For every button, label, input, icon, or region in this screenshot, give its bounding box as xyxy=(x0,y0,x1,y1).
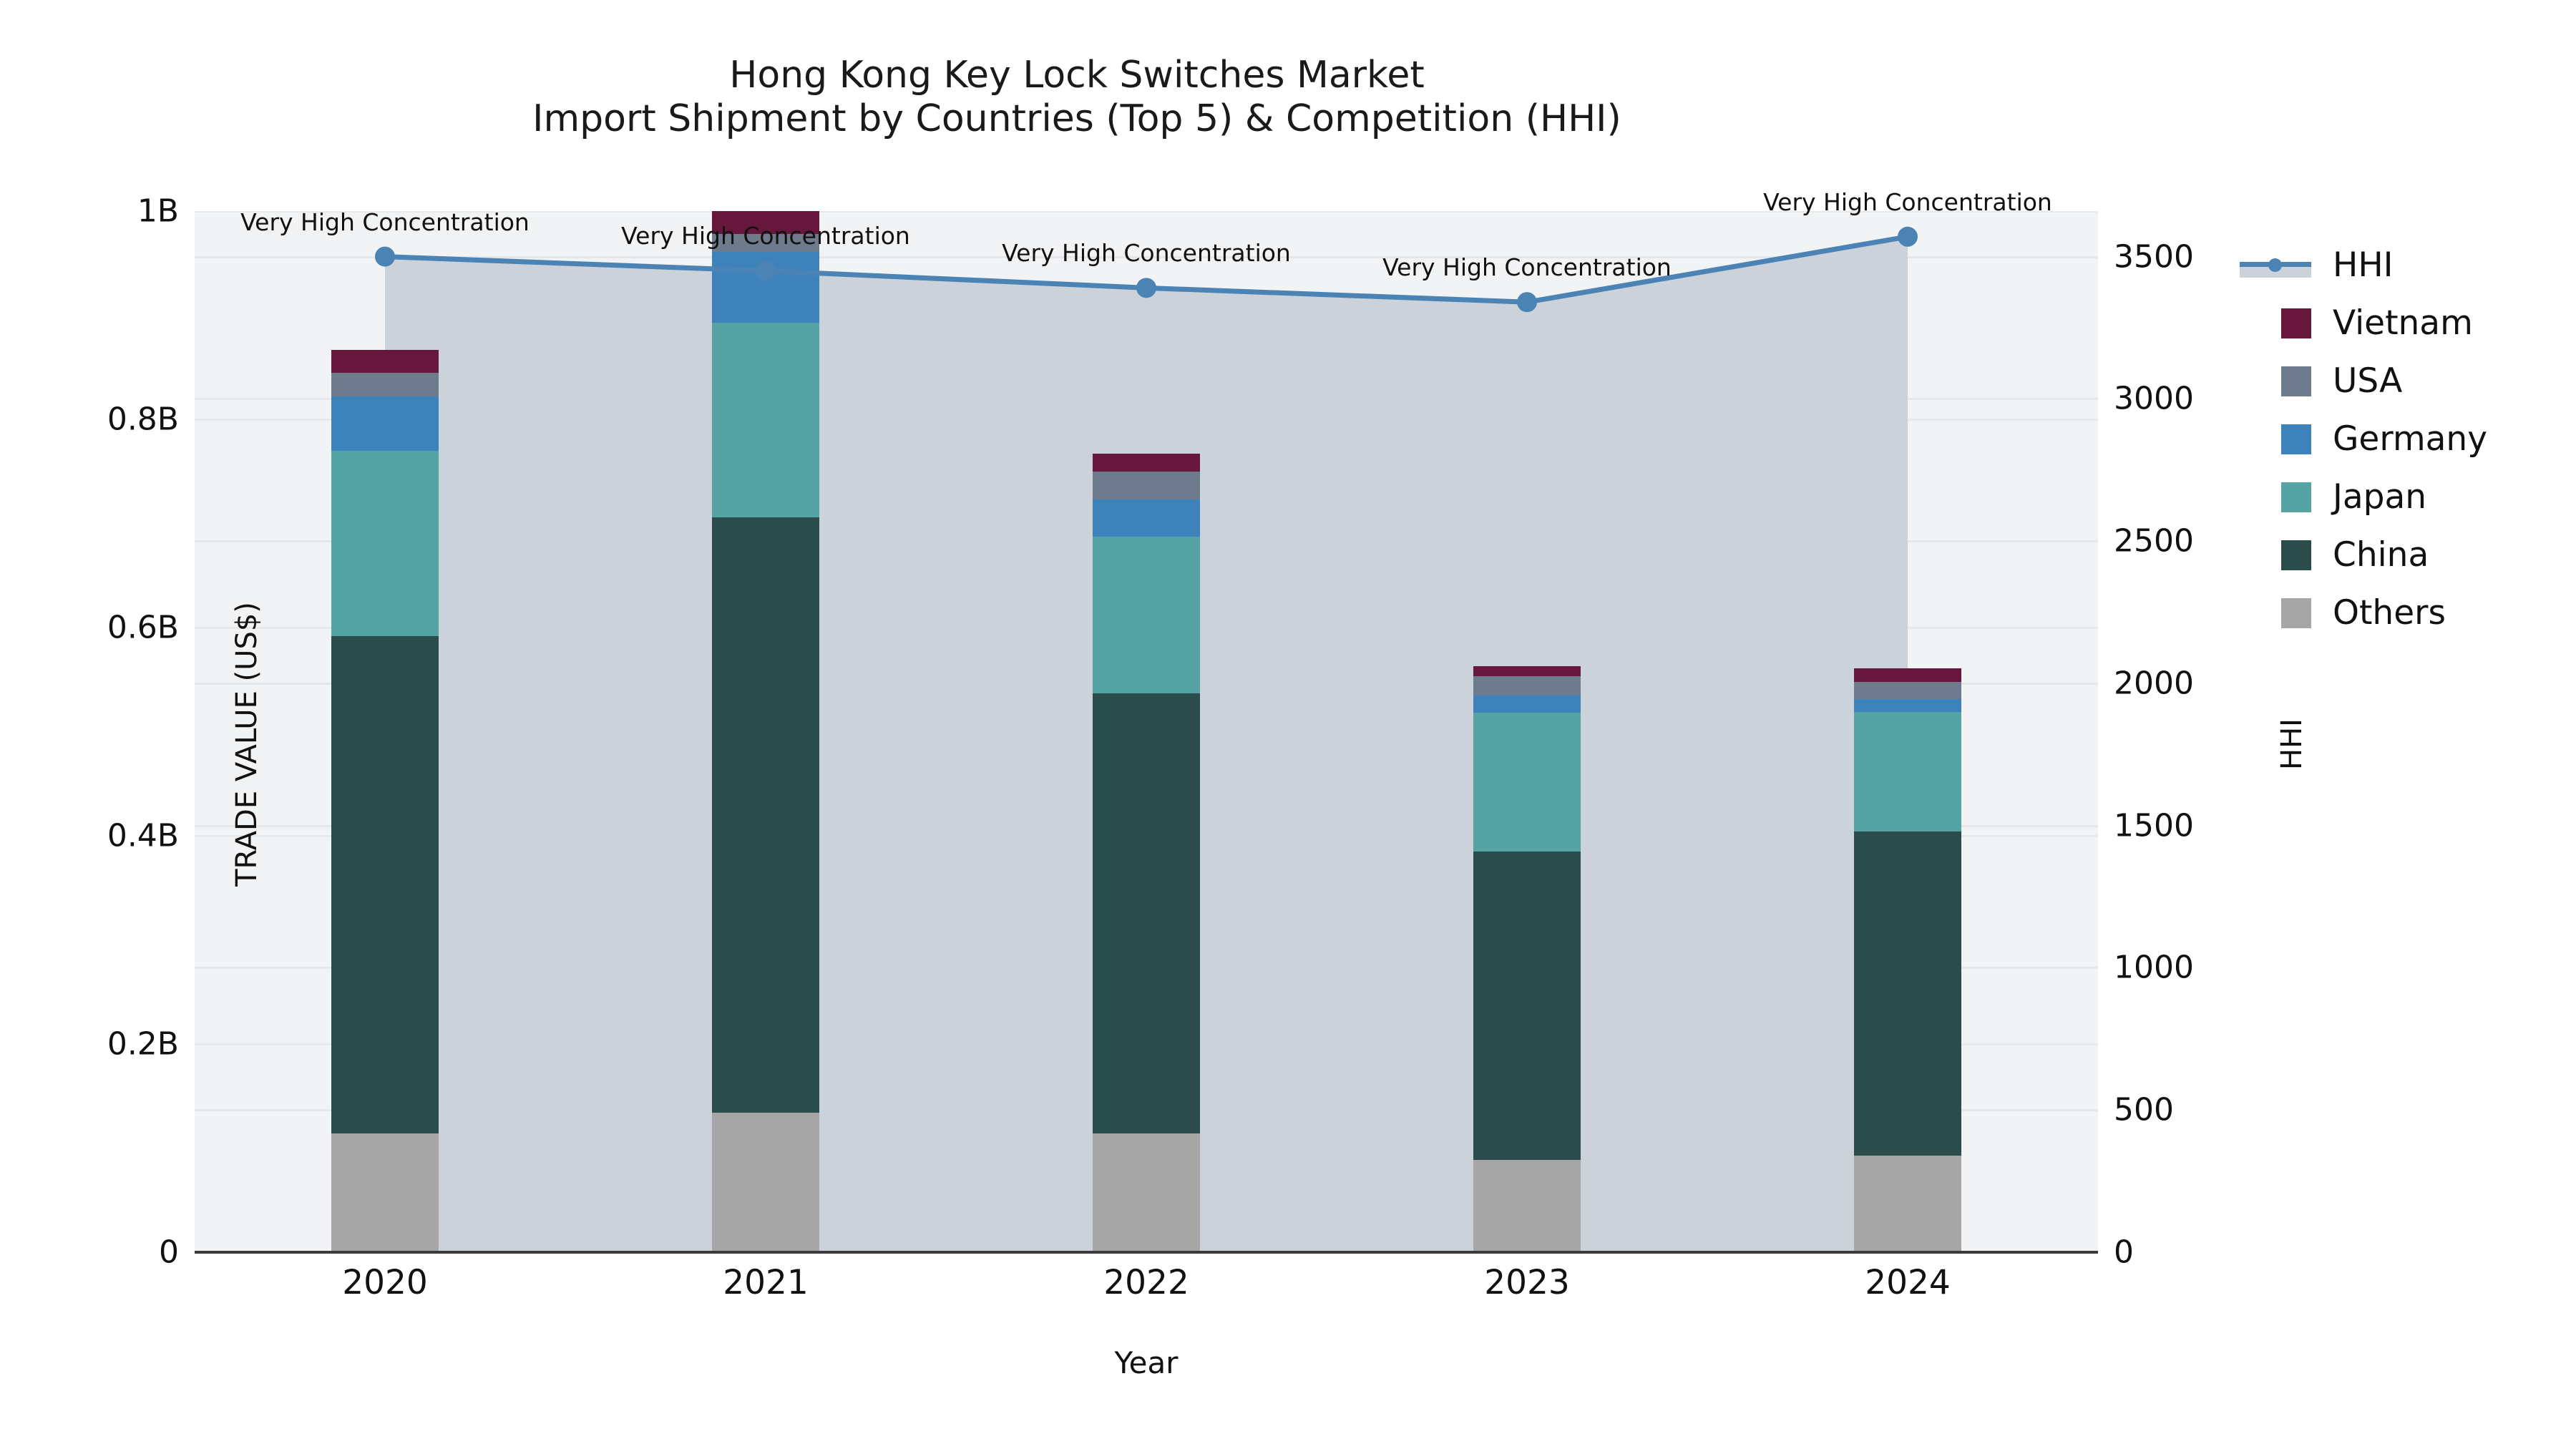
legend-area-fill xyxy=(2240,265,2311,278)
y-axis-left-label: TRADE VALUE (US$) xyxy=(230,602,263,887)
bar-segment[interactable] xyxy=(331,1133,439,1252)
legend-label: Vietnam xyxy=(2333,303,2473,343)
bar-segment[interactable] xyxy=(1473,851,1581,1160)
bar-group[interactable] xyxy=(331,211,439,1252)
y-axis-left-tick-label: 1B xyxy=(137,192,179,230)
bar-segment[interactable] xyxy=(331,349,439,373)
bar-segment[interactable] xyxy=(712,1113,819,1252)
legend-color-swatch xyxy=(2281,366,2311,396)
bar-segment[interactable] xyxy=(331,450,439,636)
bar-segment[interactable] xyxy=(1473,1159,1581,1252)
bar-segment[interactable] xyxy=(712,322,819,517)
bar-segment[interactable] xyxy=(1854,681,1961,700)
legend-color-swatch xyxy=(2281,597,2311,628)
legend-item[interactable]: USA xyxy=(2281,352,2487,410)
concentration-annotation: Very High Concentration xyxy=(1382,253,1672,282)
gridline-left xyxy=(195,211,2098,213)
chart-title-line-1: Hong Kong Key Lock Switches Market xyxy=(729,54,1425,97)
bar-segment[interactable] xyxy=(1473,713,1581,852)
legend-item[interactable]: Germany xyxy=(2281,410,2487,468)
y-axis-right-tick-label: 0 xyxy=(2114,1234,2134,1271)
plot-clip xyxy=(195,211,2098,1252)
x-axis-tick-label: 2023 xyxy=(1484,1263,1570,1302)
chart-title-line-2: Import Shipment by Countries (Top 5) & C… xyxy=(532,97,1621,141)
bar-segment[interactable] xyxy=(1093,471,1200,500)
concentration-annotation: Very High Concentration xyxy=(1002,239,1291,268)
x-axis-tick-label: 2022 xyxy=(1103,1263,1189,1302)
y-axis-right-label: HHI xyxy=(2275,718,2308,770)
x-axis-line xyxy=(195,1251,2098,1254)
concentration-annotation: Very High Concentration xyxy=(1763,187,2052,216)
bar-segment[interactable] xyxy=(712,517,819,1113)
y-axis-right-ticks: 0 500 1000 1500 2000 2500 3000 3500 xyxy=(2114,211,2300,1270)
legend-label: Germany xyxy=(2333,419,2488,459)
chart-title: Hong Kong Key Lock Switches Market Impor… xyxy=(0,54,2154,142)
bar-segment[interactable] xyxy=(331,635,439,1134)
x-axis-tick-label: 2020 xyxy=(342,1263,428,1302)
bar-segment[interactable] xyxy=(1473,695,1581,713)
legend-label: China xyxy=(2333,535,2429,575)
x-axis-label: Year xyxy=(1114,1345,1179,1380)
bar-segment[interactable] xyxy=(1093,693,1200,1134)
bar-group[interactable] xyxy=(1093,211,1200,1252)
bar-segment[interactable] xyxy=(331,396,439,451)
legend: HHI Vietnam USA Germany Japan China Others xyxy=(2240,236,2487,642)
y-axis-left-tick-label: 0.4B xyxy=(107,817,179,854)
bar-segment[interactable] xyxy=(1854,699,1961,712)
y-axis-left-tick-label: 0 xyxy=(159,1234,179,1271)
y-axis-left-tick-label: 0.8B xyxy=(107,401,179,438)
bar-segment[interactable] xyxy=(1854,1155,1961,1252)
legend-item[interactable]: Vietnam xyxy=(2281,294,2487,352)
legend-item[interactable]: Japan xyxy=(2281,468,2487,526)
y-axis-right-tick-label: 3000 xyxy=(2114,380,2194,417)
bar-segment[interactable] xyxy=(1854,831,1961,1156)
bar-segment[interactable] xyxy=(712,251,819,323)
bar-segment[interactable] xyxy=(1473,665,1581,677)
legend-color-swatch xyxy=(2281,482,2311,512)
legend-item[interactable]: Others xyxy=(2281,584,2487,642)
bar-segment[interactable] xyxy=(331,372,439,396)
y-axis-right-tick-label: 1500 xyxy=(2114,807,2194,844)
legend-marker-dot xyxy=(2268,258,2282,272)
legend-item[interactable]: HHI xyxy=(2240,236,2487,294)
legend-label: Others xyxy=(2333,593,2446,633)
y-axis-right-tick-label: 3500 xyxy=(2114,238,2194,275)
bar-segment[interactable] xyxy=(1093,454,1200,472)
legend-line-swatch xyxy=(2240,250,2311,280)
y-axis-right-tick-label: 1000 xyxy=(2114,949,2194,986)
legend-item[interactable]: China xyxy=(2281,526,2487,584)
legend-color-swatch xyxy=(2281,308,2311,338)
bar-segment[interactable] xyxy=(1854,711,1961,832)
y-axis-right-tick-label: 500 xyxy=(2114,1091,2174,1128)
legend-label: USA xyxy=(2333,361,2403,401)
x-axis-tick-label: 2021 xyxy=(723,1263,809,1302)
bar-group[interactable] xyxy=(712,211,819,1252)
legend-color-swatch xyxy=(2281,424,2311,454)
bar-segment[interactable] xyxy=(1093,537,1200,693)
x-axis-tick-label: 2024 xyxy=(1865,1263,1951,1302)
bar-segment[interactable] xyxy=(1854,668,1961,682)
bar-group[interactable] xyxy=(1854,211,1961,1252)
bar-segment[interactable] xyxy=(1473,676,1581,696)
bar-segment[interactable] xyxy=(712,211,819,235)
y-axis-right-tick-label: 2000 xyxy=(2114,665,2194,702)
y-axis-left-tick-label: 0.6B xyxy=(107,609,179,646)
bar-group[interactable] xyxy=(1473,211,1581,1252)
concentration-annotation: Very High Concentration xyxy=(240,208,530,236)
concentration-annotation: Very High Concentration xyxy=(621,222,910,250)
y-axis-left-tick-label: 0.2B xyxy=(107,1025,179,1063)
bar-segment[interactable] xyxy=(1093,499,1200,537)
plot-area: Very High Concentration Very High Concent… xyxy=(195,188,2098,1252)
legend-label: HHI xyxy=(2333,245,2394,285)
y-axis-right-tick-label: 2500 xyxy=(2114,522,2194,560)
y-axis-left-ticks: 0 0.2B 0.4B 0.6B 0.8B 1B xyxy=(0,193,179,1271)
bar-segment[interactable] xyxy=(1093,1133,1200,1252)
legend-label: Japan xyxy=(2333,477,2427,517)
legend-color-swatch xyxy=(2281,540,2311,570)
